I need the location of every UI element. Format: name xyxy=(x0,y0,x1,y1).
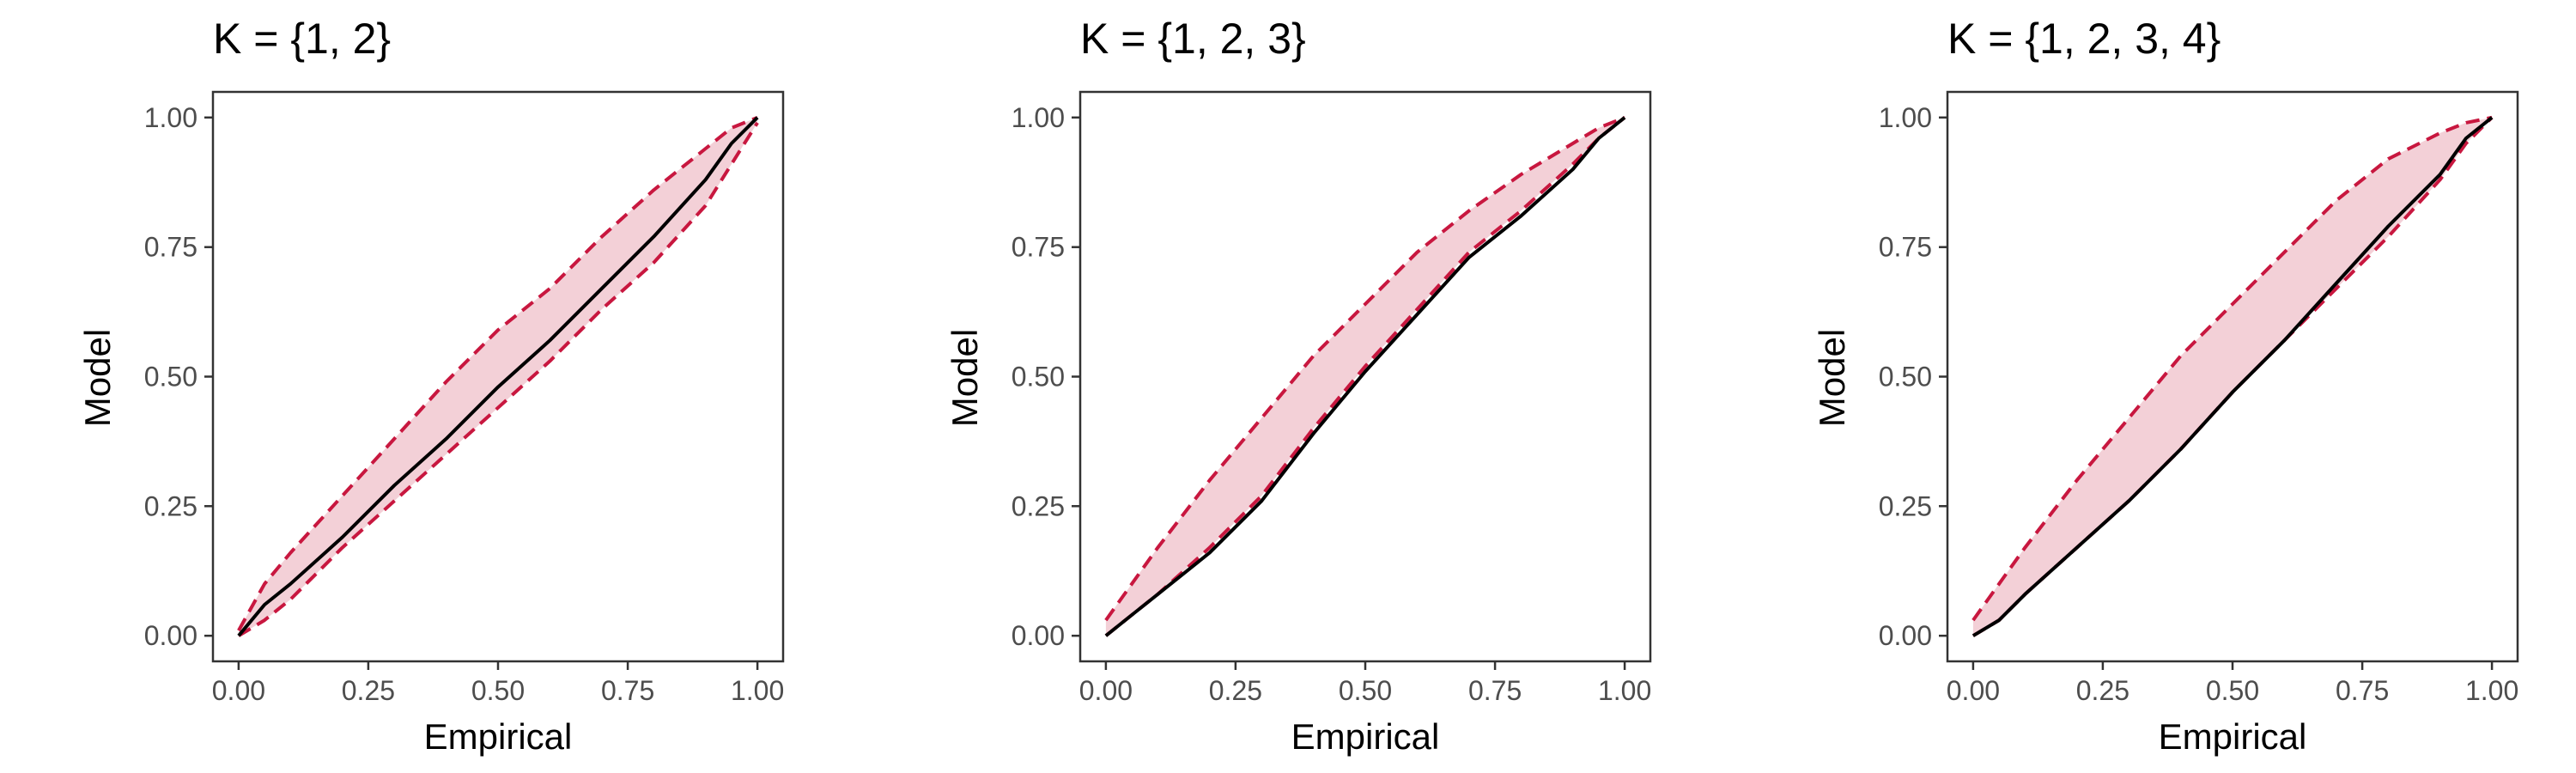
panel-2-x-tick-label: 1.00 xyxy=(1598,675,1651,706)
panel-2-x-tick-label: 0.25 xyxy=(1209,675,1262,706)
panel-3-band-area xyxy=(1972,117,2493,636)
panel-1-y-tick-label: 1.00 xyxy=(144,102,197,133)
panel-3-x-tick-label: 0.75 xyxy=(2336,675,2389,706)
panel-2-upper-bound-line xyxy=(1104,115,1625,622)
panel-2: K = {1, 2, 3} Empirical Model 0.00 0.25 0.… xyxy=(945,15,1652,757)
panel-3-x-tick-label: 0.50 xyxy=(2206,675,2259,706)
panel-3-y-tick-label: 0.00 xyxy=(1879,620,1932,651)
panel-3-y-tick-label: 0.50 xyxy=(1879,362,1932,393)
panel-1-x-tick-label: 0.50 xyxy=(471,675,525,706)
panel-2-y-tick-label: 0.75 xyxy=(1012,232,1065,263)
panel-1-y-tick-label: 0.25 xyxy=(144,490,197,521)
panel-2-plot-area xyxy=(1104,115,1626,637)
panel-2-y-tick-label: 0.00 xyxy=(1012,620,1065,651)
panel-1: K = {1, 2} Empirical Model 0.00 0.25 0.50 0… xyxy=(77,15,785,757)
panel-3: K = {1, 2, 3, 4} Empirical Model 0.00 0.2… xyxy=(1812,15,2519,757)
panel-1-model-line xyxy=(237,116,759,637)
panel-2-model-line xyxy=(1104,116,1626,637)
panel-3-x-tick-label: 0.25 xyxy=(2076,675,2129,706)
panel-1-x-tick-label: 0.25 xyxy=(342,675,395,706)
panel-3-title: K = {1, 2, 3, 4} xyxy=(1947,15,2221,63)
panel-3-y-tick-label: 1.00 xyxy=(1879,102,1932,133)
panel-3-y-tick-label: 0.25 xyxy=(1879,490,1932,521)
panel-1-x-axis-title: Empirical xyxy=(424,716,573,757)
panel-2-x-axis-title: Empirical xyxy=(1291,716,1440,757)
panel-2-y-tick-label: 0.50 xyxy=(1012,362,1065,393)
panel-1-x-tick-label: 0.75 xyxy=(601,675,654,706)
panel-3-y-tick-label: 0.75 xyxy=(1879,232,1932,263)
panel-3-y-axis-title: Model xyxy=(1812,329,1852,427)
panel-3-x-axis-title: Empirical xyxy=(2159,716,2307,757)
panel-1-y-tick-label: 0.75 xyxy=(144,232,197,263)
panel-2-x-tick-label: 0.75 xyxy=(1468,675,1522,706)
panel-2-x-tick-label: 0.00 xyxy=(1079,675,1133,706)
panel-1-upper-bound-line xyxy=(237,115,758,632)
panel-1-x-tick-label: 0.00 xyxy=(212,675,265,706)
panel-1-lower-bound-line xyxy=(237,121,759,637)
panel-2-y-axis-title: Model xyxy=(945,329,985,427)
panel-3-model-line xyxy=(1971,116,2494,637)
panel-1-y-tick-label: 0.00 xyxy=(144,620,197,651)
panel-3-x-tick-label: 1.00 xyxy=(2465,675,2518,706)
panel-3-x-tick-label: 0.00 xyxy=(1947,675,2000,706)
panel-2-x-tick-label: 0.50 xyxy=(1339,675,1392,706)
panel-1-plot-area xyxy=(237,115,759,637)
panel-1-title: K = {1, 2} xyxy=(213,15,391,63)
panel-1-x-tick-label: 1.00 xyxy=(731,675,784,706)
panel-1-band-area xyxy=(238,117,758,636)
panel-2-y-tick-label: 0.25 xyxy=(1012,490,1065,521)
panel-1-y-axis-title: Model xyxy=(77,329,118,427)
panel-3-upper-bound-line xyxy=(1971,115,2493,622)
panel-2-band-area xyxy=(1105,117,1625,636)
panel-1-y-tick-label: 0.50 xyxy=(144,362,197,393)
panel-3-plot-area xyxy=(1971,115,2494,637)
panel-2-title: K = {1, 2, 3} xyxy=(1080,15,1306,63)
panel-2-y-tick-label: 1.00 xyxy=(1012,102,1065,133)
